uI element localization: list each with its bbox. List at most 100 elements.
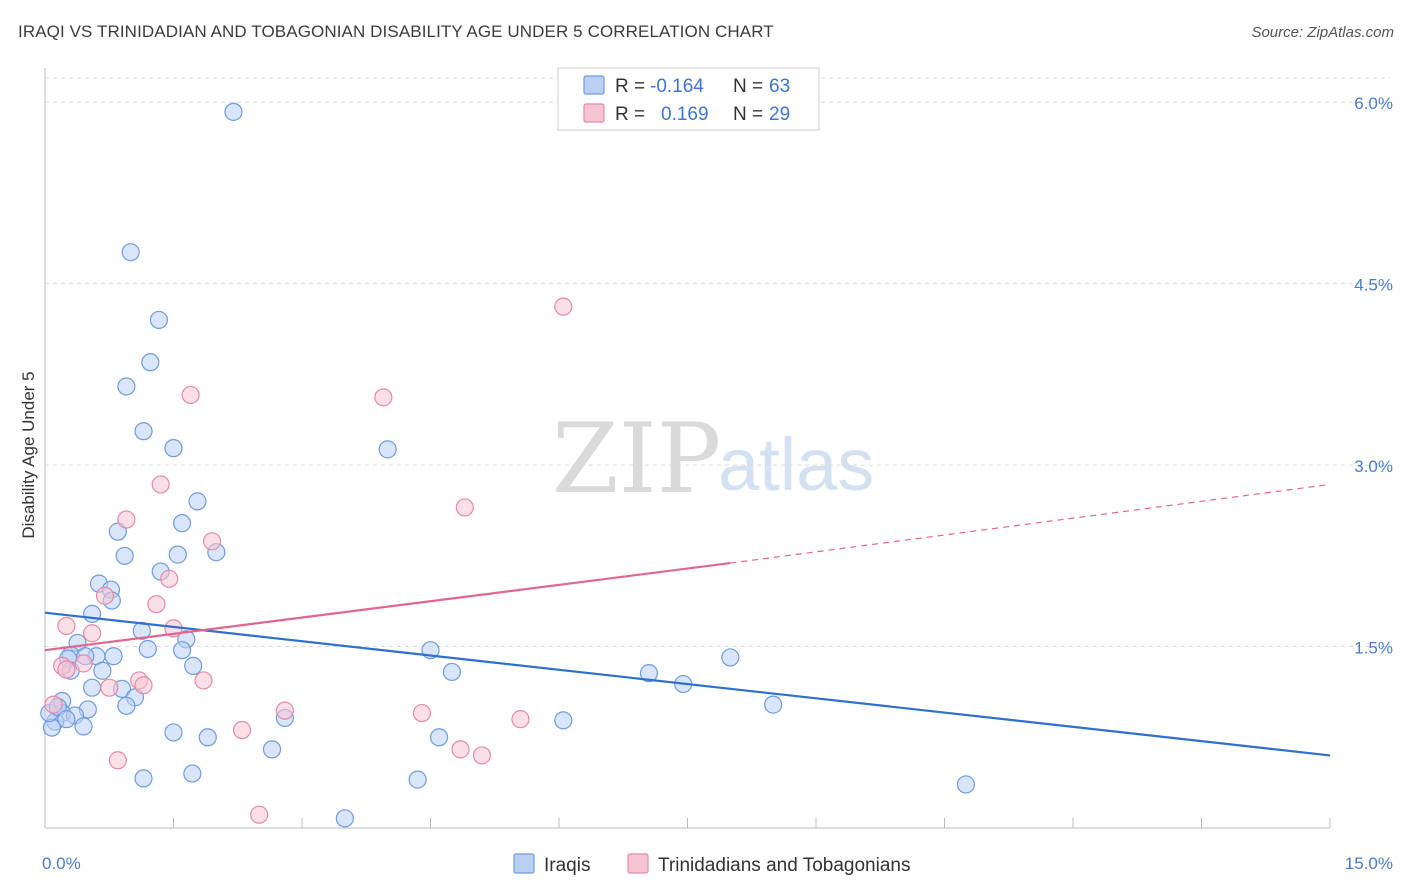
axes <box>44 68 1331 829</box>
iraqi-point-19 <box>132 621 151 640</box>
iraqi-point-1 <box>121 243 140 262</box>
y-tick-label-1: 3.0% <box>1354 457 1393 476</box>
iraqi-point-6 <box>164 439 183 458</box>
iraqi-point-52 <box>198 728 217 747</box>
trinidadian-point-20 <box>44 695 63 714</box>
trinidadian-point-13 <box>74 654 93 673</box>
legend-r-label-trinidadians: R = <box>615 104 645 125</box>
iraqi-point-54 <box>262 740 282 759</box>
iraqi-point-59 <box>335 809 354 828</box>
series-legend: Iraqis Trinidadians and Tobagonians <box>513 853 910 876</box>
iraqi-point-18 <box>83 604 102 623</box>
trinidadian-point-15 <box>57 660 76 679</box>
iraqi-point-8 <box>188 492 207 511</box>
legend-swatch-iraqis <box>583 75 605 95</box>
trinidadian-point-24 <box>232 720 252 740</box>
grid-lines <box>45 77 1390 648</box>
iraqi-point-22 <box>138 639 157 659</box>
y-tick-label-2: 4.5% <box>1354 276 1393 295</box>
iraqi-point-57 <box>408 770 427 789</box>
trend-lines <box>44 483 1331 757</box>
trinidadian-point-18 <box>134 676 153 695</box>
iraqi-point-56 <box>134 769 153 788</box>
iraqi-point-30 <box>184 656 203 676</box>
bottom-legend-swatch-trinidadians <box>627 853 649 874</box>
iraqi-point-37 <box>83 678 102 697</box>
bottom-legend-label-iraqis: Iraqis <box>544 855 590 876</box>
iraqi-point-9 <box>172 514 192 533</box>
trinidadian-point-17 <box>194 671 213 690</box>
trinidadian-trend-line-extension <box>730 483 1331 564</box>
trinidadian-point-26 <box>472 746 491 765</box>
iraqi-point-48 <box>74 717 93 736</box>
chart-source: Source: ZipAtlas.com <box>1251 24 1394 41</box>
legend-n-label-trinidadians: N = <box>733 104 763 125</box>
iraqi-point-11 <box>115 546 134 565</box>
y-axis-title: Disability Age Under 5 <box>19 371 38 538</box>
iraqi-point-35 <box>721 648 740 667</box>
iraqi-point-50 <box>554 711 573 730</box>
iraqi-point-12 <box>168 545 187 564</box>
legend-n-value-trinidadians: 29 <box>769 104 790 125</box>
legend-n-value-iraqis: 63 <box>769 76 790 97</box>
legend-swatch-trinidadians <box>583 103 605 123</box>
iraqi-point-3 <box>141 353 160 372</box>
trinidadian-point-21 <box>275 701 294 720</box>
chart-title: IRAQI VS TRINIDADIAN AND TOBAGONIAN DISA… <box>18 22 774 41</box>
iraqi-point-33 <box>442 662 462 682</box>
iraqi-point-58 <box>956 775 976 794</box>
trinidadian-trend-line <box>44 561 731 652</box>
iraqi-point-41 <box>117 696 136 715</box>
iraqi-point-43 <box>764 695 783 714</box>
legend-r-label-iraqis: R = <box>615 76 645 97</box>
trinidadian-point-9 <box>147 595 166 614</box>
iraqi-point-2 <box>149 310 169 330</box>
legend-r-value-trinidadians: 0.169 <box>661 104 709 125</box>
trinidadian-point-2 <box>374 388 393 407</box>
trinidadian-point-28 <box>250 805 269 824</box>
bottom-legend-label-trinidadians: Trinidadians and Tobagonians <box>658 855 910 876</box>
trinidadian-point-4 <box>455 498 474 517</box>
legend-n-label-iraqis: N = <box>733 76 763 97</box>
correlation-legend: R = -0.164 N = 63 R = 0.169 N = 29 <box>557 67 820 131</box>
x-tick-label-1: 15.0% <box>1345 854 1393 873</box>
y-tick-label-3: 6.0% <box>1354 94 1393 113</box>
tick-labels: 1.5% 3.0% 4.5% 6.0% 0.0% 15.0% <box>42 94 1393 873</box>
iraqi-point-4 <box>117 377 136 396</box>
legend-r-value-iraqis: -0.164 <box>650 76 704 97</box>
y-tick-label-0: 1.5% <box>1354 639 1393 658</box>
trinidadian-point-7 <box>160 569 179 588</box>
trinidadian-point-23 <box>511 710 530 729</box>
watermark-zip: ZIP <box>552 403 721 515</box>
iraqi-trend-line <box>44 611 1331 757</box>
iraqi-point-5 <box>134 422 153 441</box>
iraqi-point-62 <box>57 710 76 729</box>
iraqi-point-0 <box>224 102 243 121</box>
trinidadian-point-25 <box>451 740 470 759</box>
iraqi-point-51 <box>164 723 183 742</box>
trinidadian-point-12 <box>83 624 102 643</box>
iraqi-point-34 <box>639 664 659 683</box>
x-tick-label-0: 0.0% <box>42 854 81 873</box>
watermark: ZIP atlas <box>552 403 874 515</box>
iraqi-point-23 <box>172 641 192 660</box>
watermark-atlas: atlas <box>718 423 874 506</box>
trinidadian-point-0 <box>554 297 573 316</box>
bottom-legend-swatch-iraqis <box>513 853 535 874</box>
trinidadian-point-27 <box>108 751 127 770</box>
trinidadian-point-5 <box>117 510 136 529</box>
trinidadian-point-3 <box>151 475 170 494</box>
trinidadian-point-8 <box>95 586 115 605</box>
trinidadian-point-10 <box>57 616 76 636</box>
iraqi-point-32 <box>93 661 112 680</box>
iraqi-point-53 <box>429 728 449 747</box>
trinidadian-point-6 <box>202 532 222 551</box>
iraqi-point-7 <box>378 440 397 459</box>
data-points <box>40 102 976 828</box>
iraqi-point-29 <box>104 647 123 666</box>
iraqi-point-55 <box>183 764 202 783</box>
trinidadian-point-22 <box>412 703 432 723</box>
trinidadian-point-19 <box>100 678 119 697</box>
trinidadian-point-1 <box>181 385 200 405</box>
